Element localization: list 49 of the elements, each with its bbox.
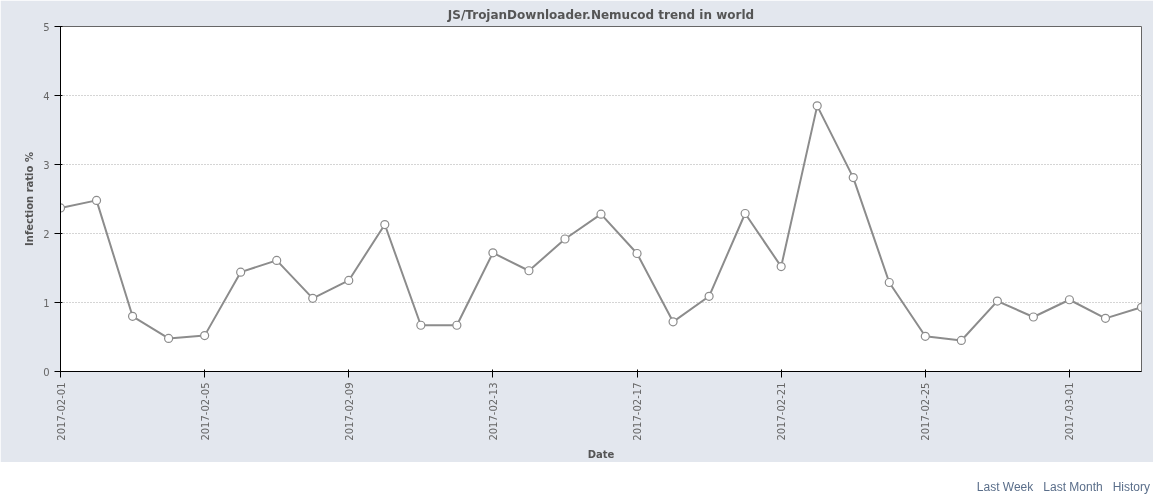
x-tick-label: 2017-02-17 [632,382,644,441]
point [524,266,534,276]
x-tick-label: 2017-02-01 [55,382,67,441]
point [272,255,282,265]
point [344,275,354,286]
x-tick-label: 2017-02-25 [920,382,932,441]
x-tick-label: 2017-03-01 [1064,382,1076,441]
x-tick-label: 2017-02-05 [199,382,211,441]
point [236,267,246,277]
point [1028,312,1038,322]
text: History [1112,480,1150,494]
point [740,208,750,219]
point [812,101,822,111]
x-axis-title: Date [587,448,615,460]
point [380,219,390,230]
point [308,293,318,303]
y-tick-label: 2 [43,228,50,240]
point [164,333,174,343]
point [1100,313,1111,323]
y-axis-title: Infection ratio % [24,152,36,246]
point [848,173,858,183]
text: Last Month [1043,480,1103,494]
point [488,248,498,258]
point [91,195,102,205]
point [884,277,894,288]
x-tick-label: 2017-02-21 [776,382,788,441]
point [776,262,786,272]
point [127,311,138,321]
point [704,291,714,301]
y-tick-label: 1 [43,297,50,309]
point [560,234,570,244]
x-tick-label: 2017-02-09 [343,382,355,441]
y-tick-label: 5 [43,21,50,33]
point [632,248,642,259]
y-tick-label: 4 [43,90,50,102]
chart-title: JS/TrojanDownloader.Nemucod trend in world [446,7,755,22]
x-tick-label: 2017-02-13 [487,382,499,441]
y-tick-label: 0 [43,366,50,378]
point [596,209,606,219]
point [416,320,426,330]
point [200,331,210,341]
point [452,320,462,330]
point [920,331,930,341]
text: Last Week [976,480,1034,494]
y-tick-label: 3 [43,159,50,171]
point [668,317,678,327]
point [956,335,966,346]
point [1064,295,1075,305]
point [992,296,1002,306]
